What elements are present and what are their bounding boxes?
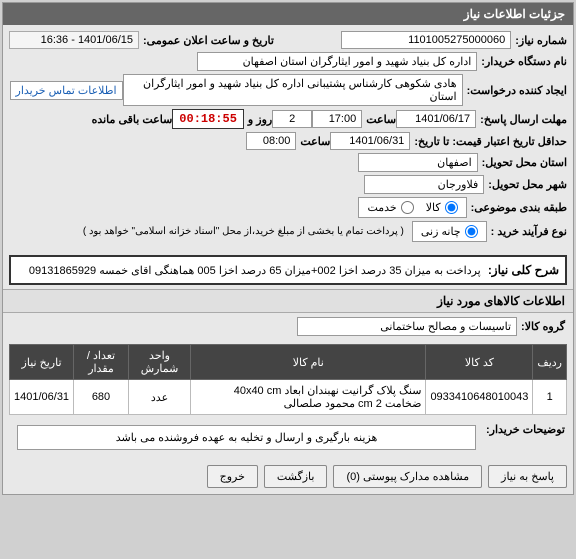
td-code: 0933410648010043 [426,380,533,415]
buyer-notes-box: هزینه بارگیری و ارسال و تخلیه به عهده فر… [17,425,476,450]
province-value: اصفهان [358,153,478,172]
th-qty: تعداد / مقدار [74,345,129,380]
classification-radios: کالا خدمت [358,197,466,218]
buyer-notes-text: هزینه بارگیری و ارسال و تخلیه به عهده فر… [116,432,378,444]
process-radios: چانه زنی [412,221,487,242]
table-row: 1 0933410648010043 سنگ پلاک گرانیت نهبند… [10,380,567,415]
requester-value: هادی شکوهی کارشناس پشتیبانی اداره کل بنی… [123,74,463,106]
deadline-days: 2 [272,110,312,128]
desc-label: شرح کلی نیاز: [488,263,559,277]
back-button[interactable]: بازگشت [264,465,328,488]
org-label: نام دستگاه خریدار: [481,55,567,68]
validity-time: 08:00 [246,132,296,150]
attachments-button[interactable]: مشاهده مدارک پیوستی (0) [333,465,482,488]
validity-label: حداقل تاریخ اعتبار قیمت: تا تاریخ: [414,135,567,148]
hour-lbl-1: ساعت [366,113,396,126]
announce-label: تاریخ و ساعت اعلان عمومی: [143,34,274,47]
need-no-label: شماره نیاز: [515,34,567,47]
contact-link[interactable]: اطلاعات تماس خریدار [10,81,123,100]
radio-bargain[interactable] [465,225,478,238]
main-panel: جزئیات اطلاعات نیاز شماره نیاز: 11010052… [2,2,574,495]
requester-label: ایجاد کننده درخواست: [467,84,567,97]
panel-title: جزئیات اطلاعات نیاز [464,7,565,21]
th-name: نام کالا [191,345,426,380]
td-unit: عدد [128,380,190,415]
validity-date: 1401/06/31 [330,132,410,150]
td-row: 1 [533,380,567,415]
radio-goods-label[interactable]: کالا [426,201,458,214]
countdown-timer: 00:18:55 [172,109,244,129]
desc-text: پرداخت به میزان 35 درصد اخزا 002+میزان 6… [29,265,481,277]
th-date: تاریخ نیاز [10,345,74,380]
province-label: استان محل تحویل: [482,156,567,169]
announce-value: 1401/06/15 - 16:36 [9,31,139,49]
deadline-date: 1401/06/17 [396,110,476,128]
group-label: گروه کالا: [521,320,565,333]
form-content: شماره نیاز: 1101005275000060 تاریخ و ساع… [3,25,573,251]
td-name: سنگ پلاک گرانیت نهبندان ابعاد 40x40 cm ض… [191,380,426,415]
td-qty: 680 [74,380,129,415]
items-table: ردیف کد کالا نام کالا واحد شمارش تعداد /… [9,344,567,415]
radio-goods[interactable] [445,201,458,214]
th-row: ردیف [533,345,567,380]
classification-label: طبقه بندی موضوعی: [471,201,567,214]
footer-buttons: پاسخ به نیاز مشاهده مدارک پیوستی (0) باز… [3,459,573,494]
buyer-notes-label: توضیحات خریدار: [486,423,565,436]
panel-header: جزئیات اطلاعات نیاز [3,3,573,25]
city-value: فلاورجان [364,175,484,194]
group-value: تاسیسات و مصالح ساختمانی [297,317,517,336]
description-box: شرح کلی نیاز: پرداخت به میزان 35 درصد اخ… [9,255,567,285]
deadline-label: مهلت ارسال پاسخ: [480,113,567,126]
remaining-lbl: ساعت باقی مانده [92,113,173,126]
th-code: کد کالا [426,345,533,380]
city-label: شهر محل تحویل: [488,178,567,191]
radio-service[interactable] [401,201,414,214]
deadline-time: 17:00 [312,110,362,128]
hour-lbl-2: ساعت [300,135,330,148]
exit-button[interactable]: خروج [207,465,258,488]
need-no-value: 1101005275000060 [341,31,511,49]
table-header-row: ردیف کد کالا نام کالا واحد شمارش تعداد /… [10,345,567,380]
process-label: نوع فرآیند خرید : [491,225,567,238]
items-section-title: اطلاعات کالاهای مورد نیاز [3,289,573,313]
radio-service-label[interactable]: خدمت [367,201,413,214]
reply-button[interactable]: پاسخ به نیاز [488,465,567,488]
radio-bargain-label[interactable]: چانه زنی [421,225,478,238]
org-value: اداره کل بنیاد شهید و امور ایثارگران است… [197,52,477,71]
td-date: 1401/06/31 [10,380,74,415]
th-unit: واحد شمارش [128,345,190,380]
process-note: ( پرداخت تمام یا بخشی از مبلغ خرید،از مح… [83,226,404,237]
hours-lbl: روز و [248,113,272,126]
